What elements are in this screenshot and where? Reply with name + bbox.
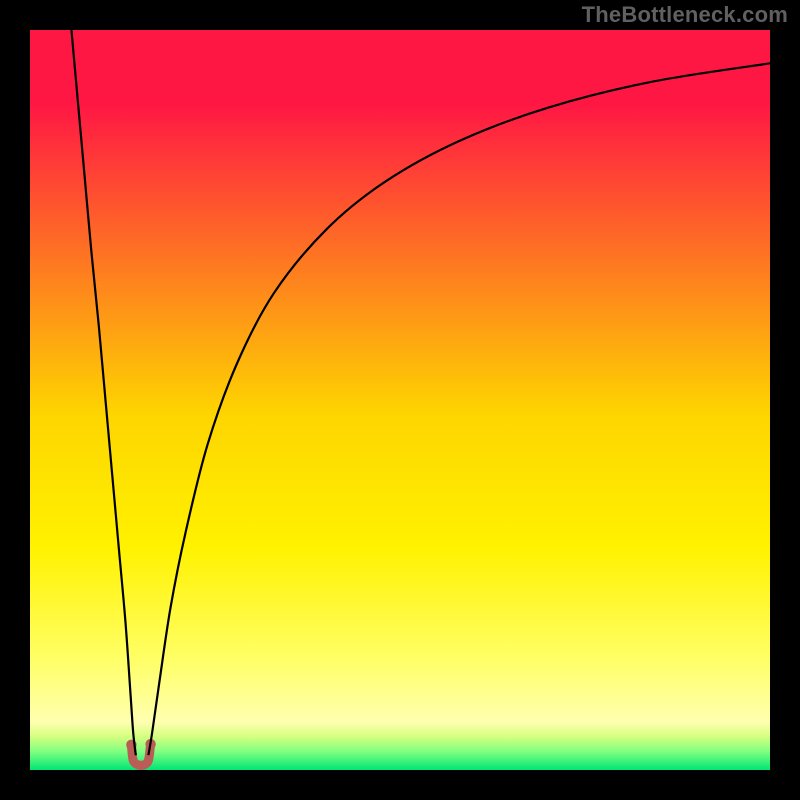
plot-background xyxy=(30,30,770,770)
bottleneck-chart xyxy=(0,0,800,800)
chart-container: TheBottleneck.com xyxy=(0,0,800,800)
